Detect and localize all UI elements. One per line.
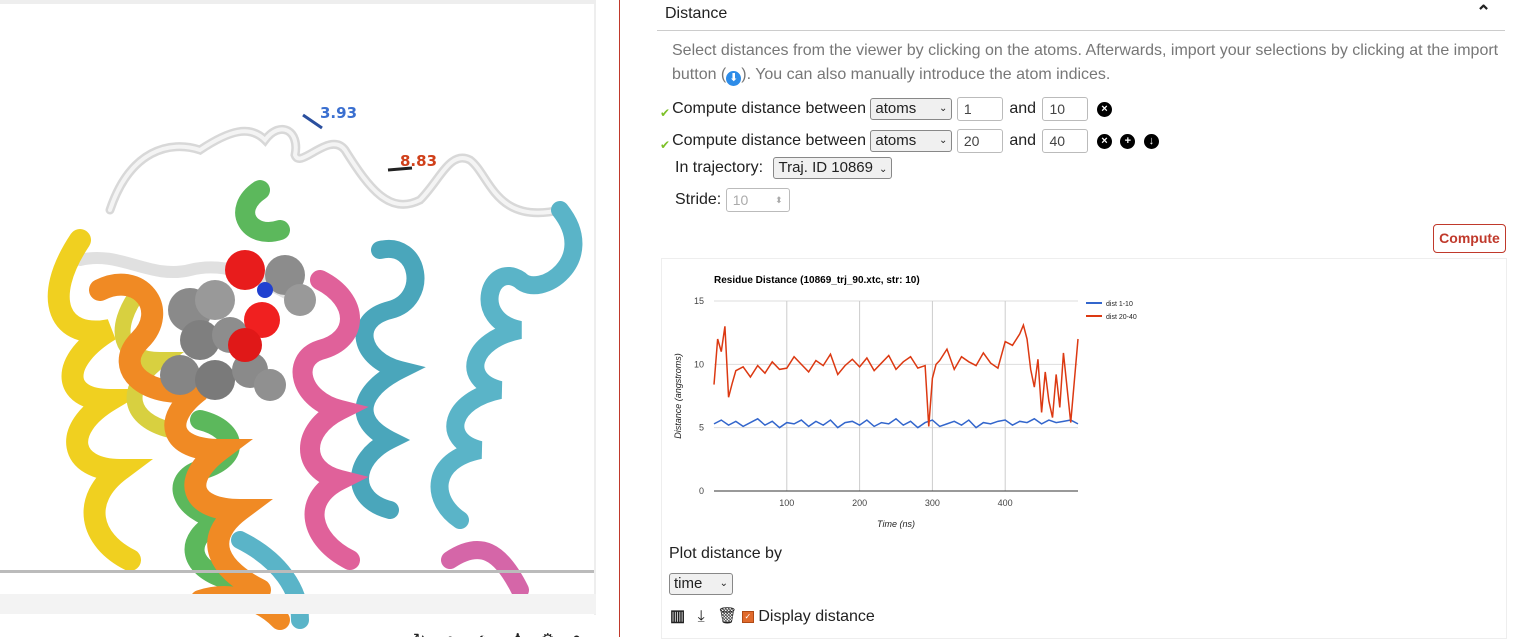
- atom-to-input[interactable]: 40: [1042, 129, 1089, 153]
- x-tick-label: 100: [779, 498, 794, 508]
- trajectory-label: In trajectory:: [675, 159, 764, 177]
- distance-panel: Distance ⌃ Select distances from the vie…: [620, 0, 1520, 639]
- chevron-down-icon: ⌄: [878, 164, 888, 175]
- spinner-icon: ⬍: [775, 195, 783, 205]
- atom-type-value: atoms: [875, 132, 917, 149]
- y-tick-label: 15: [694, 296, 704, 306]
- x-tick-label: 400: [998, 498, 1013, 508]
- section-divider: [657, 30, 1505, 31]
- viewer-top-border: [0, 0, 596, 4]
- import-selection-icon[interactable]: ↓: [1143, 133, 1159, 149]
- y-axis-label: Distance (angstroms): [673, 353, 683, 439]
- trajectory-select[interactable]: Traj. ID 10869 ⌄: [773, 157, 893, 179]
- search-icon[interactable]: ⌕: [446, 630, 454, 637]
- legend-label-2: dist 20-40: [1106, 314, 1137, 321]
- info-icon[interactable]: ●: [572, 630, 581, 637]
- chevron-down-icon: ⌄: [719, 578, 728, 589]
- add-row-icon[interactable]: +: [1120, 133, 1136, 149]
- x-tick-label: 300: [925, 498, 940, 508]
- display-distance-label: Display distance: [758, 608, 875, 625]
- atom-from-input[interactable]: 20: [956, 129, 1003, 153]
- description-text-2: ). You can also manually introduce the a…: [741, 66, 1111, 83]
- plot-by-select[interactable]: time ⌄: [669, 573, 733, 595]
- distance-row-1: ✔ Compute distance between atoms ⌄ 1 and 1…: [660, 97, 1112, 123]
- trajectory-row: In trajectory: Traj. ID 10869 ⌄: [675, 157, 893, 183]
- trajectory-value: Traj. ID 10869: [778, 159, 873, 176]
- chart-container: Residue Distance (10869_trj_90.xtc, str:…: [661, 258, 1507, 639]
- atom-type-select[interactable]: atoms ⌄: [870, 130, 953, 152]
- stride-row: Stride: 10 ⬍: [675, 188, 790, 214]
- plot-by-label: Plot distance by: [669, 545, 782, 562]
- person-icon[interactable]: ♟: [511, 630, 524, 637]
- gear-icon[interactable]: ⚙: [541, 630, 554, 637]
- x-tick-label: 200: [852, 498, 867, 508]
- molecule-viewer[interactable]: 3.93 8.83 ↻ ⌕ ◐ ♟ ⚙ ●: [0, 0, 596, 637]
- series-line-2: [713, 322, 1079, 427]
- compute-button[interactable]: Compute: [1433, 224, 1506, 253]
- contrast-icon[interactable]: ◐: [478, 630, 487, 637]
- atom-type-select[interactable]: atoms ⌄: [870, 98, 953, 120]
- chart-title: Residue Distance (10869_trj_90.xtc, str:…: [714, 275, 920, 286]
- row-label: Compute distance between: [672, 100, 866, 118]
- import-icon[interactable]: ⬇: [726, 71, 742, 86]
- description-text-1: Select distances from the viewer by clic…: [672, 42, 1499, 83]
- chevron-down-icon: ⌄: [939, 103, 948, 114]
- stride-value: 10: [732, 192, 749, 208]
- viewer-right-border: [594, 0, 596, 615]
- atom-from-input[interactable]: 1: [956, 97, 1003, 121]
- remove-row-icon[interactable]: ×: [1096, 133, 1112, 149]
- atom-type-value: atoms: [875, 100, 917, 117]
- section-title: Distance: [665, 5, 728, 22]
- distance-chart: Residue Distance (10869_trj_90.xtc, str:…: [673, 275, 1137, 529]
- y-tick-label: 10: [694, 359, 704, 369]
- distance-label-2: 8.83: [400, 152, 437, 170]
- download-icon[interactable]: ⤓: [697, 608, 705, 625]
- check-icon: ✔: [660, 106, 671, 121]
- distance-label-1: 3.93: [320, 104, 357, 122]
- protein-render[interactable]: 3.93 8.83: [0, 0, 596, 637]
- y-tick-label: 5: [699, 423, 704, 433]
- check-icon: ✔: [660, 138, 671, 153]
- row-label: Compute distance between: [672, 132, 866, 150]
- plot-tools: ▥ ⤓ 🗑 ✓ Display distance: [670, 606, 875, 626]
- refresh-icon[interactable]: ↻: [413, 630, 426, 637]
- stride-label: Stride:: [675, 191, 722, 209]
- bar-chart-icon[interactable]: ▥: [670, 608, 686, 625]
- remove-row-icon[interactable]: ×: [1096, 101, 1112, 117]
- and-label: and: [1009, 132, 1037, 150]
- stride-input[interactable]: 10 ⬍: [725, 188, 790, 212]
- and-label: and: [1009, 100, 1037, 118]
- plot-by-value: time: [674, 575, 703, 592]
- chevron-down-icon: ⌄: [939, 135, 948, 146]
- viewer-scroll-strip[interactable]: [0, 594, 596, 614]
- distance-row-2: ✔ Compute distance between atoms ⌄ 20 and …: [660, 129, 1159, 155]
- viewer-scroll-line: [0, 570, 594, 573]
- plot-by-row: Plot distance by time ⌄: [669, 545, 782, 595]
- description: Select distances from the viewer by clic…: [672, 39, 1510, 87]
- series-line-1: [713, 417, 1079, 429]
- x-axis-label: Time (ns): [877, 519, 915, 529]
- trash-icon[interactable]: 🗑: [717, 608, 738, 625]
- panel-divider: [619, 0, 620, 637]
- display-distance-checkbox[interactable]: ✓: [741, 610, 754, 623]
- atom-to-input[interactable]: 10: [1042, 97, 1089, 121]
- collapse-chevron-icon[interactable]: ⌃: [1476, 2, 1492, 22]
- y-tick-label: 0: [699, 486, 704, 496]
- legend-label-1: dist 1-10: [1106, 301, 1133, 308]
